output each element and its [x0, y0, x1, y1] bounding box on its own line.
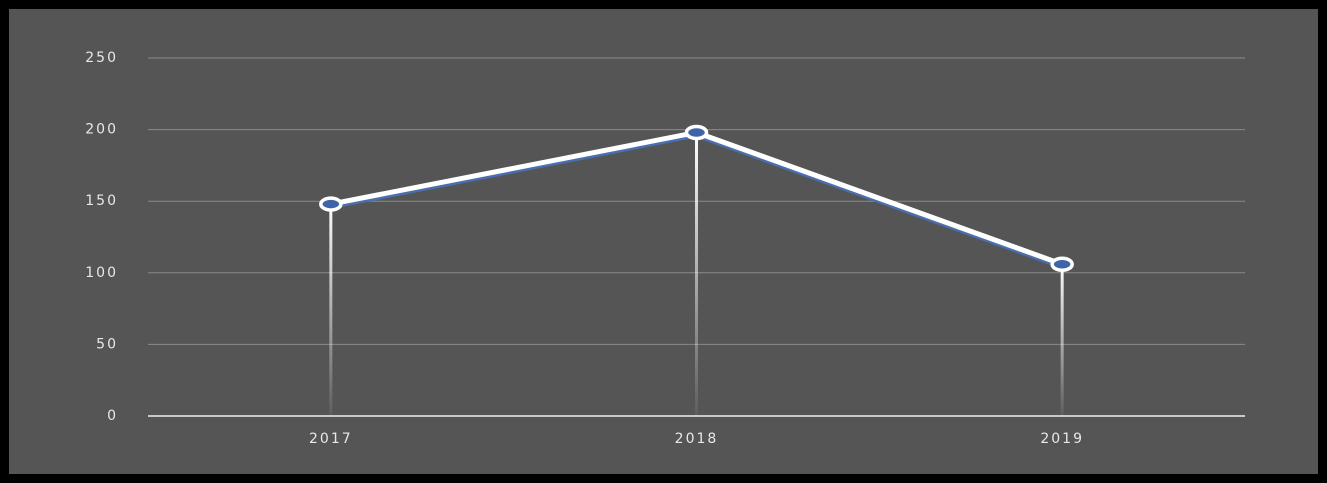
chart-background — [9, 9, 1318, 474]
y-tick-label: 50 — [96, 336, 118, 352]
marker — [319, 196, 343, 212]
drop-line — [695, 132, 698, 417]
y-tick-label: 150 — [85, 193, 118, 209]
y-tick-label: 250 — [85, 50, 118, 66]
y-tick-label: 0 — [107, 408, 118, 424]
drop-line — [329, 204, 333, 416]
y-tick-label: 200 — [85, 122, 118, 138]
marker — [1050, 256, 1074, 272]
x-tick-label: 2018 — [675, 431, 719, 447]
x-tick-label: 2017 — [309, 431, 353, 447]
marker — [684, 124, 709, 141]
x-tick-label: 2019 — [1040, 431, 1084, 447]
drop-line — [1060, 264, 1064, 416]
y-tick-label: 100 — [85, 265, 118, 281]
